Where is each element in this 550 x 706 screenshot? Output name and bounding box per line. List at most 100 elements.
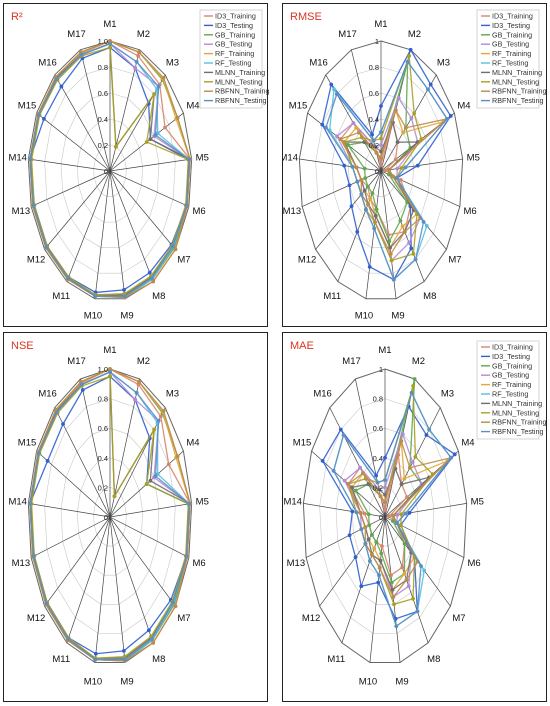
data-point (346, 482, 351, 486)
data-point (409, 390, 414, 395)
radar-grid (27, 40, 193, 300)
axis-label-M5: M5 (467, 152, 480, 163)
axis-label-M9: M9 (120, 676, 133, 687)
series-line (29, 42, 190, 297)
data-point (389, 258, 394, 263)
data-point (359, 584, 364, 589)
data-point (44, 245, 49, 249)
data-point (137, 379, 141, 384)
legend: ID3_TrainingID3_TestingGB_TrainingGB_Tes… (199, 9, 269, 109)
data-point (415, 609, 420, 614)
legend-label: RBFNN_Testing (492, 96, 544, 105)
radar-grid (298, 40, 464, 300)
spoke-line (109, 170, 190, 207)
data-point (149, 637, 154, 641)
spoke-line (109, 516, 154, 643)
data-point (375, 480, 380, 485)
data-point (396, 96, 401, 101)
data-point (359, 527, 364, 532)
axis-label-M15: M15 (18, 437, 36, 448)
legend: ID3_TrainingID3_TestingGB_TrainingGB_Tes… (476, 9, 546, 109)
tick-label: 0.6 (373, 424, 383, 433)
data-point (108, 39, 112, 43)
axis-label-M8: M8 (423, 291, 436, 302)
data-point (184, 554, 189, 559)
data-point (387, 167, 392, 172)
data-point (362, 140, 367, 145)
data-point (79, 382, 84, 387)
data-point (402, 229, 407, 234)
data-point (376, 580, 381, 585)
data-point (149, 276, 154, 281)
data-point (405, 495, 409, 500)
legend-label: RBFNN_Training (492, 418, 546, 427)
data-point (412, 377, 417, 381)
data-point (341, 433, 346, 437)
spoke-line (369, 516, 386, 663)
data-point (387, 514, 391, 519)
data-point (161, 75, 166, 80)
data-point (399, 439, 404, 443)
axis-label-M13: M13 (283, 206, 301, 217)
spoke-line (109, 170, 176, 250)
data-point (367, 264, 372, 269)
data-point (170, 600, 175, 605)
axis-label-M8: M8 (427, 654, 440, 665)
data-point (61, 422, 65, 426)
data-point (388, 245, 392, 250)
legend-label: ID3_Testing (215, 21, 253, 30)
data-point (383, 500, 387, 505)
data-point (391, 277, 396, 282)
tick-label: 0.8 (98, 63, 108, 72)
legend-label: MLNN_Testing (492, 77, 539, 86)
axis-label-M16: M16 (38, 388, 56, 399)
data-point (338, 427, 343, 432)
tick-label: 0.2 (98, 141, 108, 150)
data-point (361, 471, 365, 476)
data-point (390, 587, 395, 592)
spoke-line (109, 516, 126, 663)
data-point (108, 41, 112, 46)
data-point (173, 247, 178, 252)
spoke-line (319, 516, 386, 607)
data-point (355, 179, 360, 184)
data-point (55, 410, 59, 414)
axis-label-M2: M2 (408, 29, 421, 40)
grid-ring (60, 92, 160, 248)
data-point (391, 595, 396, 599)
data-point (184, 203, 189, 208)
legend-label: MLNN_Testing (215, 77, 262, 86)
data-point (370, 532, 374, 537)
legend-label: ID3_Training (215, 12, 256, 21)
spoke-line (355, 378, 386, 518)
data-point (379, 551, 384, 556)
data-point (380, 544, 384, 548)
spoke-line (80, 49, 111, 172)
axis-label-M8: M8 (152, 291, 165, 302)
chart-title: R² (11, 11, 23, 23)
axis-label-M14: M14 (8, 152, 26, 163)
data-point (187, 157, 192, 162)
spoke-line (109, 516, 176, 607)
axis-label-M4: M4 (461, 437, 474, 448)
data-point (400, 565, 405, 570)
data-point (350, 164, 355, 169)
spoke-line (54, 74, 111, 172)
data-point (368, 196, 373, 201)
tick-label: 0.6 (369, 89, 379, 98)
chart-title: RMSE (290, 11, 322, 23)
data-point (362, 166, 367, 171)
grid-ring (298, 40, 464, 300)
data-point (320, 122, 325, 127)
grid-ring (77, 457, 143, 576)
legend-label: RBFNN_Training (215, 87, 269, 96)
series-line (30, 46, 190, 296)
tick-label: 1 (375, 37, 379, 46)
grid-ring (44, 398, 176, 634)
data-point (320, 459, 325, 463)
data-point (122, 657, 127, 662)
data-point (427, 427, 432, 432)
axis-label-M3: M3 (437, 57, 450, 68)
tick-label: 0 (104, 167, 108, 176)
spoke-line (303, 502, 386, 518)
